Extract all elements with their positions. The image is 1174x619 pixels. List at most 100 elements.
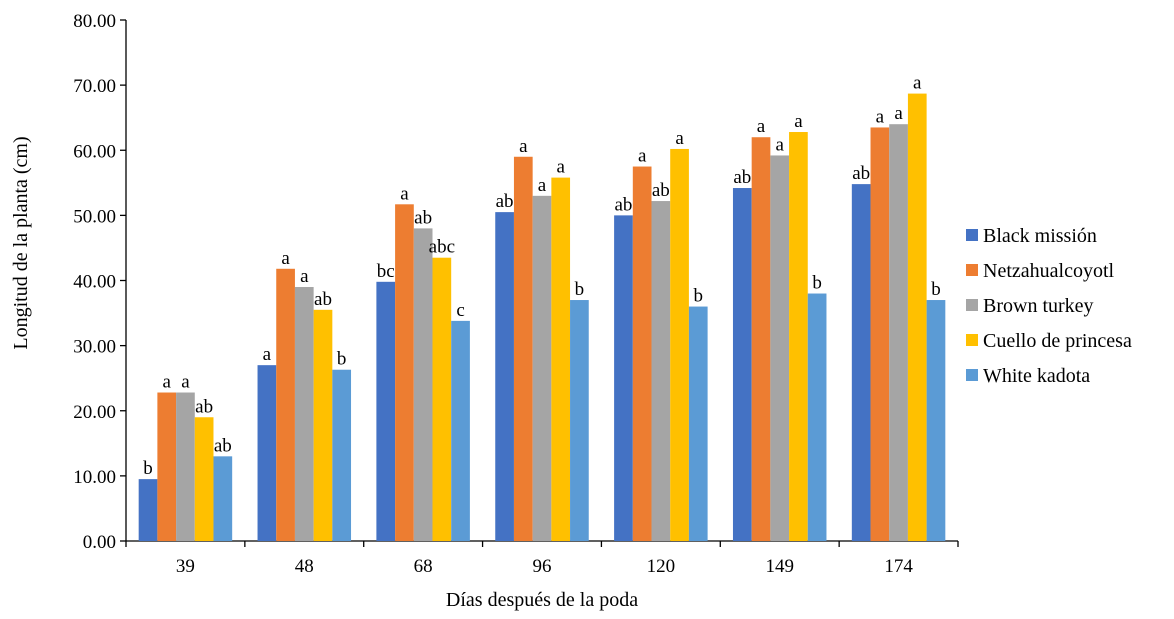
bar xyxy=(451,320,470,541)
bar-significance-label: b xyxy=(337,349,347,370)
bar xyxy=(157,392,177,541)
bar xyxy=(332,369,352,541)
bar xyxy=(138,479,158,541)
bar-significance-label: a xyxy=(638,146,647,167)
bar xyxy=(614,215,633,541)
y-tick-label: 20.00 xyxy=(73,402,116,423)
bar-significance-label: a xyxy=(538,175,547,196)
bar-significance-label: a xyxy=(775,134,784,155)
bar-significance-label: a xyxy=(281,248,290,269)
bar-significance-label: a xyxy=(263,344,272,365)
bar xyxy=(257,365,277,541)
bar xyxy=(313,309,333,541)
bar xyxy=(789,132,808,541)
bar xyxy=(670,148,689,541)
x-axis-title: Días después de la poda xyxy=(446,589,638,611)
x-tick-label: 174 xyxy=(884,556,913,577)
bar xyxy=(376,281,396,541)
bar-significance-label: b xyxy=(694,286,704,307)
y-tick-label: 10.00 xyxy=(73,467,116,488)
bar-significance-label: a xyxy=(757,116,766,137)
bar-significance-label: a xyxy=(519,136,528,157)
legend-label: White kadota xyxy=(983,365,1090,387)
legend-swatch xyxy=(966,369,978,381)
bar xyxy=(432,257,452,541)
bar xyxy=(926,300,946,541)
y-tick-label: 40.00 xyxy=(73,272,116,293)
bar-significance-label: ab xyxy=(652,180,670,201)
bar-significance-label: bc xyxy=(377,261,395,282)
bar-significance-label: ab xyxy=(314,289,332,310)
legend-label: Brown turkey xyxy=(983,295,1094,317)
bar xyxy=(513,156,533,541)
bar-significance-label: a xyxy=(181,372,190,393)
bar xyxy=(807,293,827,541)
bar-significance-label: ab xyxy=(195,396,213,417)
legend-swatch xyxy=(966,264,978,276)
x-tick-label: 39 xyxy=(176,556,195,577)
bar xyxy=(413,228,433,541)
bar xyxy=(194,417,214,541)
x-axis: 39 48 68 96 120 149 174 xyxy=(125,540,959,577)
bar-significance-label: a xyxy=(794,111,803,132)
legend-swatch xyxy=(966,334,978,346)
y-tick-label: 0.00 xyxy=(83,532,116,553)
bar xyxy=(213,456,233,541)
legend-label: Cuello de princesa xyxy=(983,330,1132,352)
bar xyxy=(770,155,790,541)
bar xyxy=(889,124,908,541)
bar xyxy=(570,300,589,541)
x-tick-label: 149 xyxy=(765,556,794,577)
y-axis: 0.00 10.00 20.00 30.00 40.00 50.00 60.00 70.00 8… xyxy=(73,11,127,553)
bar-significance-label: ab xyxy=(214,435,232,456)
bar xyxy=(907,93,927,541)
bar-significance-label: a xyxy=(400,183,409,204)
legend: Black missión Netzahualcoyotl Brown turkey… xyxy=(966,225,1132,387)
y-tick-label: 50.00 xyxy=(73,206,116,227)
bar xyxy=(870,127,890,542)
legend-label: Black missión xyxy=(983,225,1097,247)
bar xyxy=(176,392,195,541)
bar-significance-label: ab xyxy=(614,194,632,215)
x-tick-label: 48 xyxy=(295,556,314,577)
bar-significance-label: a xyxy=(163,372,172,393)
bar-significance-label: a xyxy=(913,73,922,94)
bar xyxy=(688,306,708,541)
bar-significance-label: a xyxy=(300,266,309,287)
legend-label: Netzahualcoyotl xyxy=(983,260,1114,282)
y-axis-title: Longitud de la planta (cm) xyxy=(10,136,32,349)
y-tick-label: 80.00 xyxy=(73,11,116,32)
bar-significance-label: a xyxy=(675,128,684,149)
bar-significance-label: a xyxy=(894,103,903,124)
y-tick-label: 70.00 xyxy=(73,76,116,97)
bar-significance-label: b xyxy=(143,458,153,479)
bar xyxy=(276,268,295,541)
bar-significance-label: abc xyxy=(429,237,455,258)
bar xyxy=(732,188,752,541)
y-tick-label: 30.00 xyxy=(73,337,116,358)
bar xyxy=(532,195,552,541)
bar xyxy=(395,204,414,541)
x-tick-label: 96 xyxy=(533,556,552,577)
bar-significance-label: ab xyxy=(852,163,870,184)
bar-significance-label: b xyxy=(931,279,941,300)
bar xyxy=(651,201,671,542)
bar xyxy=(551,177,571,542)
legend-swatch xyxy=(966,229,978,241)
bar-significance-label: b xyxy=(575,279,585,300)
bar-significance-label: a xyxy=(876,106,885,127)
bar-significance-label: ab xyxy=(733,167,751,188)
bar xyxy=(632,166,652,541)
bar-significance-label: c xyxy=(456,300,464,321)
y-tick-label: 60.00 xyxy=(73,141,116,162)
legend-swatch xyxy=(966,299,978,311)
x-tick-label: 120 xyxy=(647,556,676,577)
bars xyxy=(138,93,946,542)
bar-significance-label: ab xyxy=(496,191,514,212)
bar-significance-label: b xyxy=(812,273,822,294)
bar xyxy=(751,137,771,541)
bar xyxy=(294,287,314,541)
